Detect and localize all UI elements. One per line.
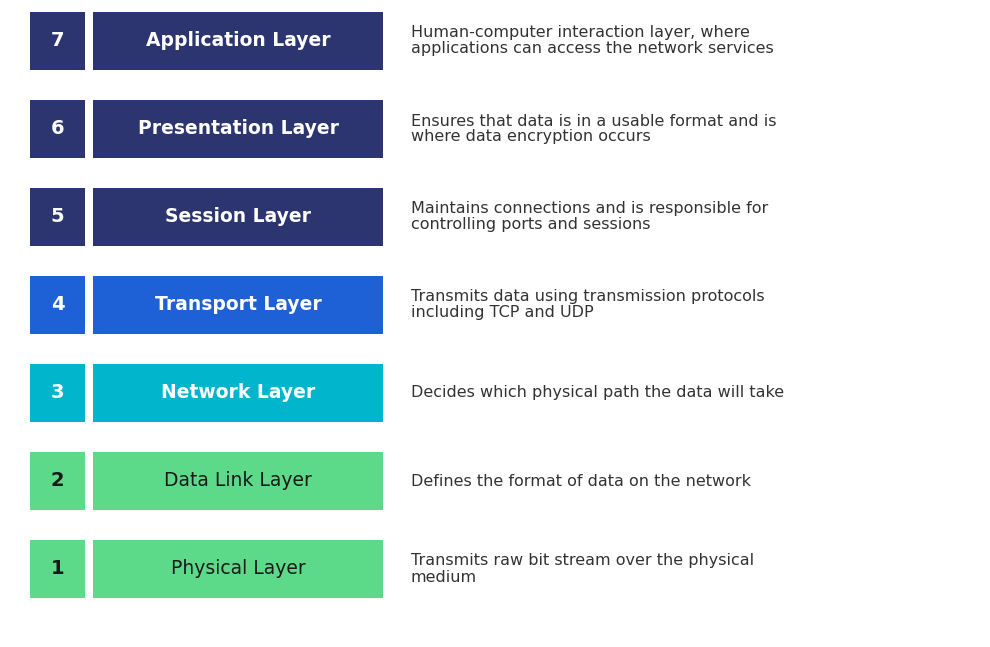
Text: Network Layer: Network Layer <box>160 384 315 402</box>
Text: Transport Layer: Transport Layer <box>154 296 322 314</box>
Text: Maintains connections and is responsible for: Maintains connections and is responsible… <box>411 201 768 217</box>
Bar <box>93 452 383 510</box>
Text: Human-computer interaction layer, where: Human-computer interaction layer, where <box>411 25 749 41</box>
Bar <box>30 276 85 334</box>
Text: Data Link Layer: Data Link Layer <box>164 472 312 490</box>
Text: 4: 4 <box>50 296 64 314</box>
Text: Session Layer: Session Layer <box>165 208 311 226</box>
Text: 2: 2 <box>50 472 64 490</box>
Text: Transmits raw bit stream over the physical: Transmits raw bit stream over the physic… <box>411 553 754 569</box>
Text: 1: 1 <box>50 560 64 578</box>
Bar <box>30 540 85 598</box>
Text: 3: 3 <box>50 384 64 402</box>
Bar <box>30 100 85 158</box>
Bar <box>93 188 383 246</box>
Text: controlling ports and sessions: controlling ports and sessions <box>411 217 650 232</box>
Text: 6: 6 <box>50 120 64 138</box>
Text: Presentation Layer: Presentation Layer <box>138 120 339 138</box>
Bar <box>30 364 85 422</box>
Bar <box>93 540 383 598</box>
Text: 7: 7 <box>50 32 64 50</box>
Text: where data encryption occurs: where data encryption occurs <box>411 129 650 144</box>
Bar <box>30 452 85 510</box>
Text: applications can access the network services: applications can access the network serv… <box>411 41 774 56</box>
Text: Defines the format of data on the network: Defines the format of data on the networ… <box>411 474 751 488</box>
Bar <box>30 12 85 70</box>
Bar <box>93 276 383 334</box>
Text: including TCP and UDP: including TCP and UDP <box>411 305 594 320</box>
Text: Transmits data using transmission protocols: Transmits data using transmission protoc… <box>411 289 764 305</box>
Bar <box>93 364 383 422</box>
Text: Physical Layer: Physical Layer <box>170 560 305 578</box>
Bar <box>93 12 383 70</box>
Bar <box>30 188 85 246</box>
Text: Decides which physical path the data will take: Decides which physical path the data wil… <box>411 386 784 400</box>
Text: 5: 5 <box>50 208 64 226</box>
Bar <box>93 100 383 158</box>
Text: medium: medium <box>411 569 477 584</box>
Text: Application Layer: Application Layer <box>146 32 331 50</box>
Text: Ensures that data is in a usable format and is: Ensures that data is in a usable format … <box>411 113 776 129</box>
